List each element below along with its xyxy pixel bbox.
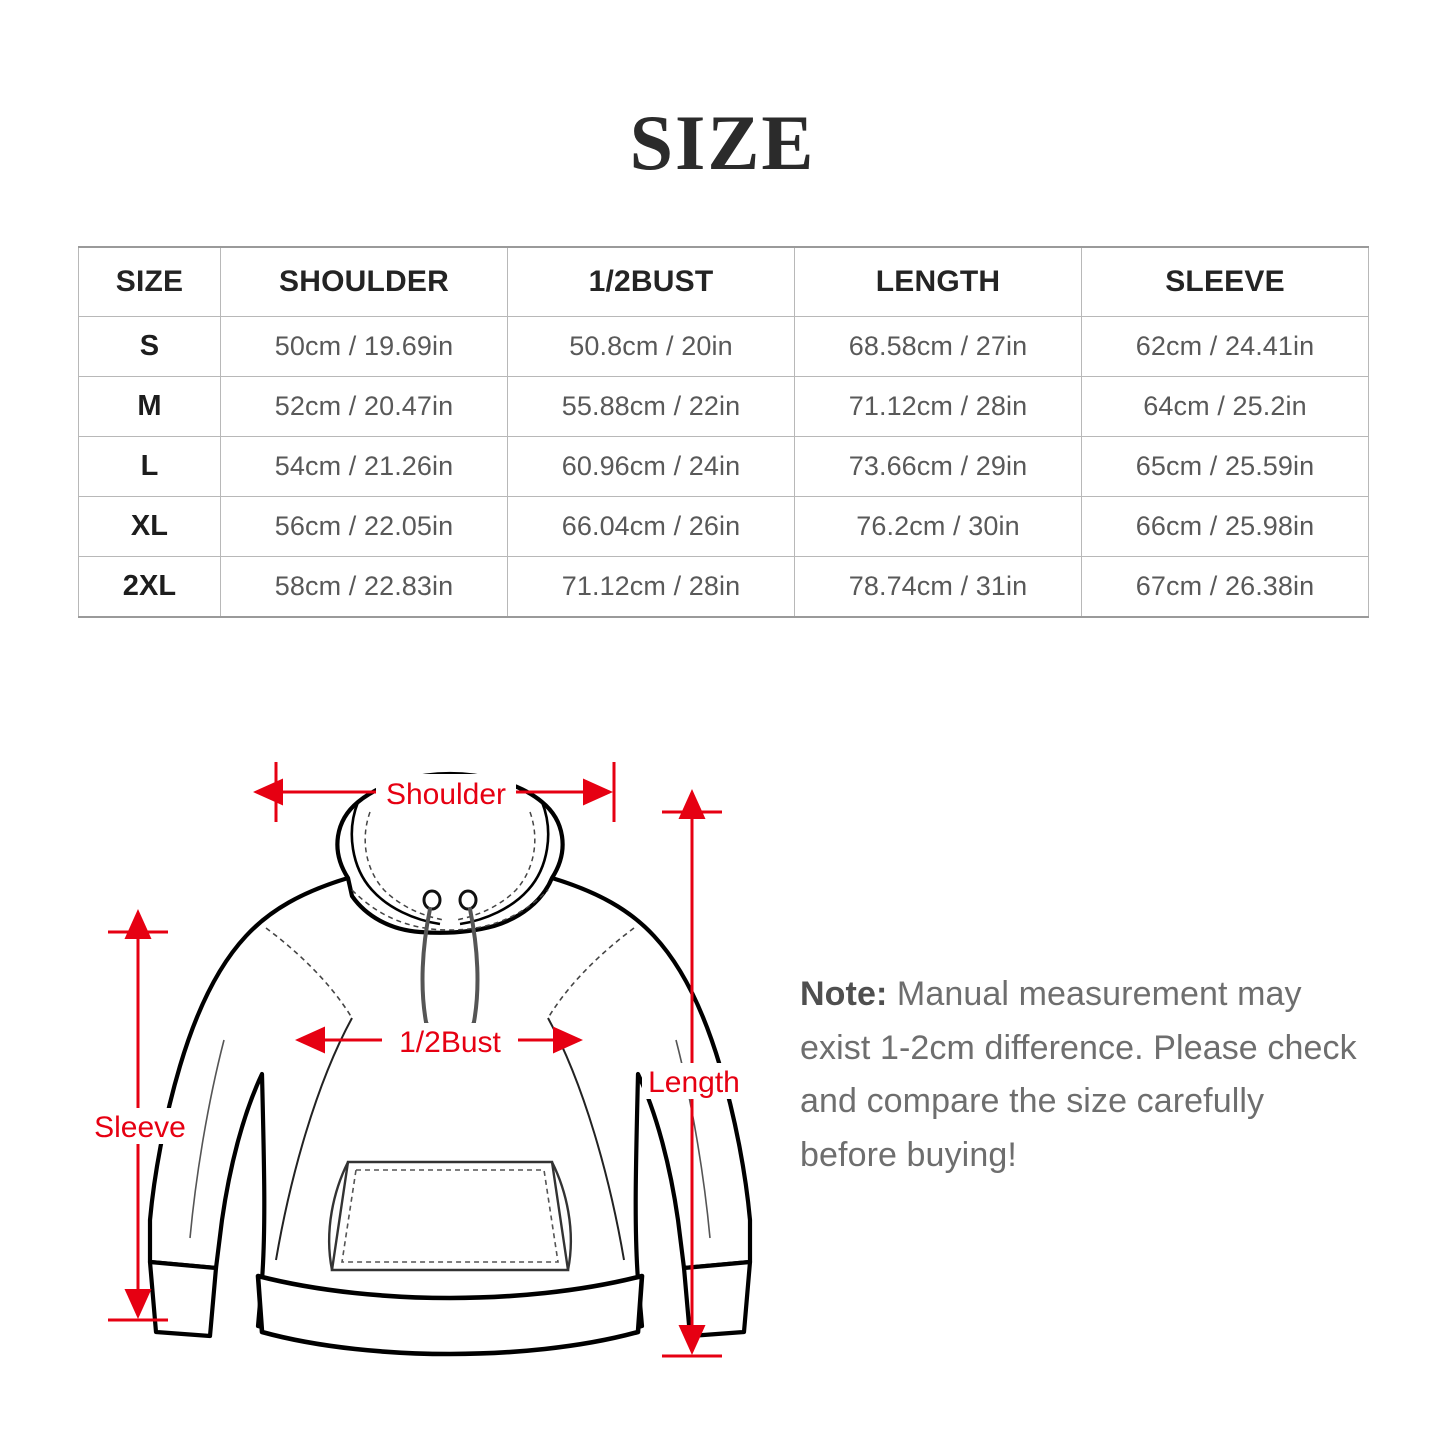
pocket-opening-right [550, 1161, 573, 1271]
kangaroo-pocket [330, 1160, 570, 1272]
sleeve-crease-left [189, 1039, 225, 1239]
hood-right-fold-stitch [455, 811, 536, 921]
cell-bust: 55.88cm / 22in [507, 376, 795, 437]
cuff-right [681, 1259, 753, 1339]
cell-sleeve: 65cm / 25.59in [1081, 436, 1369, 497]
hoodie-body-outline [147, 875, 753, 1351]
drawstring-eyelet-right [458, 889, 478, 911]
page-title: SIZE [629, 99, 816, 186]
shoulder-label: Shoulder [386, 778, 506, 811]
shoulder-seam-left [265, 927, 353, 1019]
cell-length: 78.74cm / 31in [794, 556, 1082, 618]
cell-sleeve: 64cm / 25.2in [1081, 376, 1369, 437]
shoulder-label-backing [376, 774, 516, 810]
cell-bust: 66.04cm / 26in [507, 496, 795, 557]
table-row: M 52cm / 20.47in 55.88cm / 22in 71.12cm … [78, 376, 1369, 437]
column-header-shoulder: SHOULDER [220, 246, 508, 317]
kangaroo-pocket-stitch [341, 1169, 559, 1263]
half-bust-label-backing [382, 1023, 518, 1059]
shoulder-seam-right [547, 927, 635, 1019]
hood-right-fold [459, 801, 550, 926]
drawstring-right [468, 907, 480, 1024]
drawstring-left [420, 907, 432, 1024]
drawstring-eyelet-left [422, 889, 442, 911]
length-label-backing [642, 1063, 746, 1099]
cell-shoulder: 50cm / 19.69in [220, 316, 508, 377]
cell-sleeve: 67cm / 26.38in [1081, 556, 1369, 618]
size-chart-table: SIZE SHOULDER 1/2BUST LENGTH SLEEVE S 50… [78, 246, 1369, 618]
cell-bust: 71.12cm / 28in [507, 556, 795, 618]
cell-bust: 60.96cm / 24in [507, 436, 795, 497]
note-label: Note: [800, 975, 888, 1013]
cell-length: 76.2cm / 30in [794, 496, 1082, 557]
half-bust-label: 1/2Bust [399, 1026, 501, 1059]
cell-length: 71.12cm / 28in [794, 376, 1082, 437]
measurement-note: Note: Manual measurement may exist 1-2cm… [800, 968, 1370, 1183]
cell-sleeve: 62cm / 24.41in [1081, 316, 1369, 377]
table-row: 2XL 58cm / 22.83in 71.12cm / 28in 78.74c… [78, 556, 1369, 618]
cell-bust: 50.8cm / 20in [507, 316, 795, 377]
cell-size: S [78, 316, 221, 377]
cell-shoulder: 58cm / 22.83in [220, 556, 508, 618]
pocket-opening-left [327, 1161, 350, 1271]
column-header-size: SIZE [78, 246, 221, 317]
hem-band [255, 1273, 645, 1357]
neck-opening-stitch [351, 889, 549, 931]
measurement-annotations: Shoulder 1/2Bust Length Sleeve [90, 762, 746, 1358]
table-row: XL 56cm / 22.05in 66.04cm / 26in 76.2cm … [78, 496, 1369, 557]
hood-left-fold-stitch [364, 811, 445, 921]
table-row: S 50cm / 19.69in 50.8cm / 20in 68.58cm /… [78, 316, 1369, 377]
measurement-diagram: Shoulder 1/2Bust Length Sleeve [90, 740, 810, 1380]
column-header-sleeve: SLEEVE [1081, 246, 1369, 317]
cell-length: 68.58cm / 27in [794, 316, 1082, 377]
cell-size: 2XL [78, 556, 221, 618]
cell-size: XL [78, 496, 221, 557]
cell-shoulder: 52cm / 20.47in [220, 376, 508, 437]
length-label: Length [648, 1066, 740, 1099]
hoodie-illustration [147, 771, 753, 1357]
cell-length: 73.66cm / 29in [794, 436, 1082, 497]
table-row: L 54cm / 21.26in 60.96cm / 24in 73.66cm … [78, 436, 1369, 497]
cell-size: L [78, 436, 221, 497]
cell-shoulder: 54cm / 21.26in [220, 436, 508, 497]
cell-sleeve: 66cm / 25.98in [1081, 496, 1369, 557]
column-header-bust: 1/2BUST [507, 246, 795, 317]
cell-shoulder: 56cm / 22.05in [220, 496, 508, 557]
cuff-left [147, 1259, 219, 1339]
table-header-row: SIZE SHOULDER 1/2BUST LENGTH SLEEVE [78, 246, 1369, 317]
sleeve-label: Sleeve [94, 1111, 186, 1144]
cell-size: M [78, 376, 221, 437]
sleeve-label-backing [90, 1108, 194, 1144]
column-header-length: LENGTH [794, 246, 1082, 317]
hood-left-fold [350, 801, 441, 926]
note-text: Manual measurement may exist 1-2cm diffe… [800, 975, 1357, 1175]
